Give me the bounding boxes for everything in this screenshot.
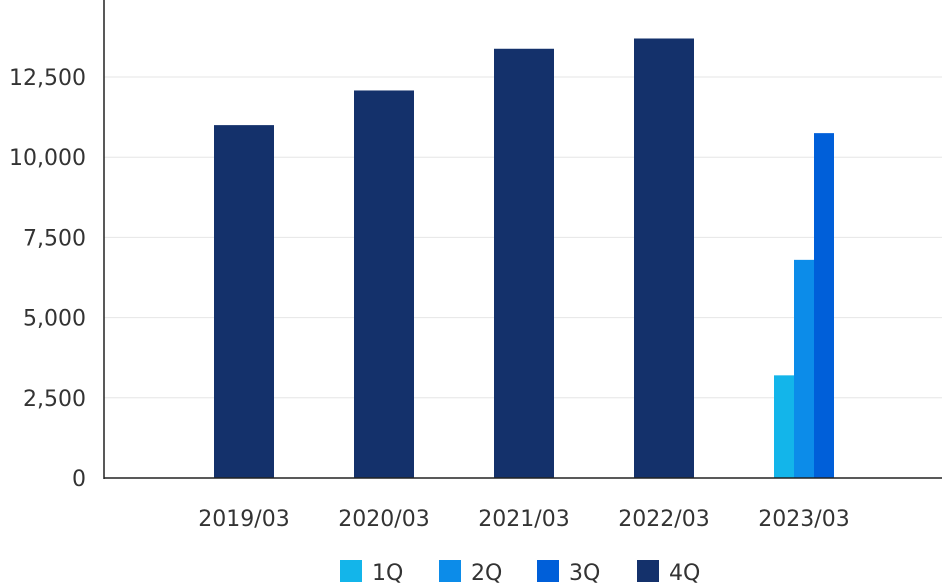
- legend-item-3q[interactable]: 3Q: [537, 560, 600, 586]
- bar-4q-2021-03: [494, 48, 554, 478]
- bars: [214, 38, 834, 479]
- legend-item-4q[interactable]: 4Q: [637, 560, 700, 586]
- bar-4q-2019-03: [214, 125, 274, 478]
- bar-3q-2023-03: [814, 133, 834, 479]
- legend-swatch: [439, 560, 461, 582]
- y-axis-ticks: 0 2,500 5,000 7,500 10,000 12,500: [9, 66, 86, 492]
- legend-swatch: [340, 560, 362, 582]
- legend-label: 4Q: [669, 561, 700, 586]
- x-axis-ticks: 2019/03 2020/03 2021/03 2022/03 2023/03: [198, 507, 849, 532]
- y-tick-label: 12,500: [9, 66, 86, 91]
- y-tick-label: 2,500: [23, 387, 86, 412]
- legend-label: 1Q: [372, 561, 403, 586]
- y-tick-label: 0: [72, 467, 86, 492]
- bar-4q-2022-03: [634, 38, 694, 478]
- bar-4q-2020-03: [354, 90, 414, 479]
- axes: [103, 0, 942, 479]
- legend-label: 2Q: [471, 561, 502, 586]
- bar-2q-2023-03: [794, 259, 814, 478]
- legend-label: 3Q: [569, 561, 600, 586]
- x-tick-label: 2020/03: [338, 507, 429, 532]
- x-tick-label: 2019/03: [198, 507, 289, 532]
- bar-1q-2023-03: [774, 375, 794, 478]
- y-tick-label: 5,000: [23, 307, 86, 332]
- legend-swatch: [537, 560, 559, 582]
- x-tick-label: 2021/03: [478, 507, 569, 532]
- y-tick-label: 10,000: [9, 146, 86, 171]
- legend-item-1q[interactable]: 1Q: [340, 560, 403, 586]
- legend-swatch: [637, 560, 659, 582]
- x-tick-label: 2022/03: [618, 507, 709, 532]
- y-tick-label: 7,500: [23, 226, 86, 251]
- legend-item-2q[interactable]: 2Q: [439, 560, 502, 586]
- legend: 1Q 2Q 3Q 4Q: [340, 560, 700, 586]
- x-tick-label: 2023/03: [758, 507, 849, 532]
